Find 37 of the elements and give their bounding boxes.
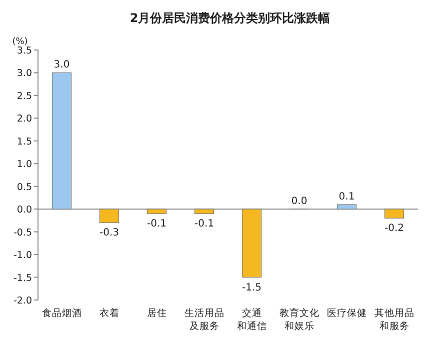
- bar: [146, 208, 167, 214]
- y-tick-label: 1.0: [16, 159, 32, 170]
- x-tick-label: 医疗保健: [326, 307, 367, 319]
- y-tick-label: -0.5: [13, 227, 32, 238]
- bar: [99, 208, 120, 224]
- x-tick-label: 交通和通信: [236, 307, 267, 332]
- data-label: -0.3: [99, 228, 120, 239]
- data-label: -0.2: [384, 223, 404, 234]
- x-tick-label: 生活用品及服务: [184, 307, 224, 332]
- bar: [52, 72, 72, 210]
- y-tick-label: 2.0: [16, 114, 32, 125]
- y-tick-label: 3.0: [16, 68, 32, 80]
- data-label: -1.5: [242, 282, 262, 294]
- data-label: 3.0: [54, 60, 70, 71]
- data-label: -0.1: [146, 218, 167, 230]
- bar: [242, 208, 262, 278]
- y-tick-label: -1.5: [13, 272, 32, 284]
- y-tick-label: -1.0: [13, 250, 32, 262]
- bar: [194, 208, 214, 214]
- bar: [336, 204, 357, 210]
- x-tick-label: 其他用品和服务: [374, 307, 414, 332]
- y-tick-label: 3.5: [16, 46, 32, 56]
- x-tick-label: 食品烟酒: [42, 307, 82, 319]
- data-label: 0.1: [338, 192, 355, 203]
- y-tick-label: 1.5: [16, 136, 32, 148]
- y-axis-title: (%): [12, 37, 28, 47]
- data-label: -0.1: [194, 218, 214, 230]
- x-tick-label: 衣着: [99, 307, 120, 319]
- x-tick-label: 居住: [146, 308, 167, 319]
- data-label: 0.0: [291, 196, 308, 208]
- y-tick-label: -2.0: [13, 296, 32, 306]
- chart-title: 2月份居民消费价格分类别环比涨跌幅: [130, 11, 330, 25]
- y-tick-label: 0.0: [16, 204, 32, 216]
- y-tick-label: 0.5: [16, 182, 32, 193]
- y-tick-label: 2.5: [16, 90, 32, 102]
- x-tick-label: 教育文化和娱乐: [279, 307, 320, 332]
- bar: [384, 208, 404, 218]
